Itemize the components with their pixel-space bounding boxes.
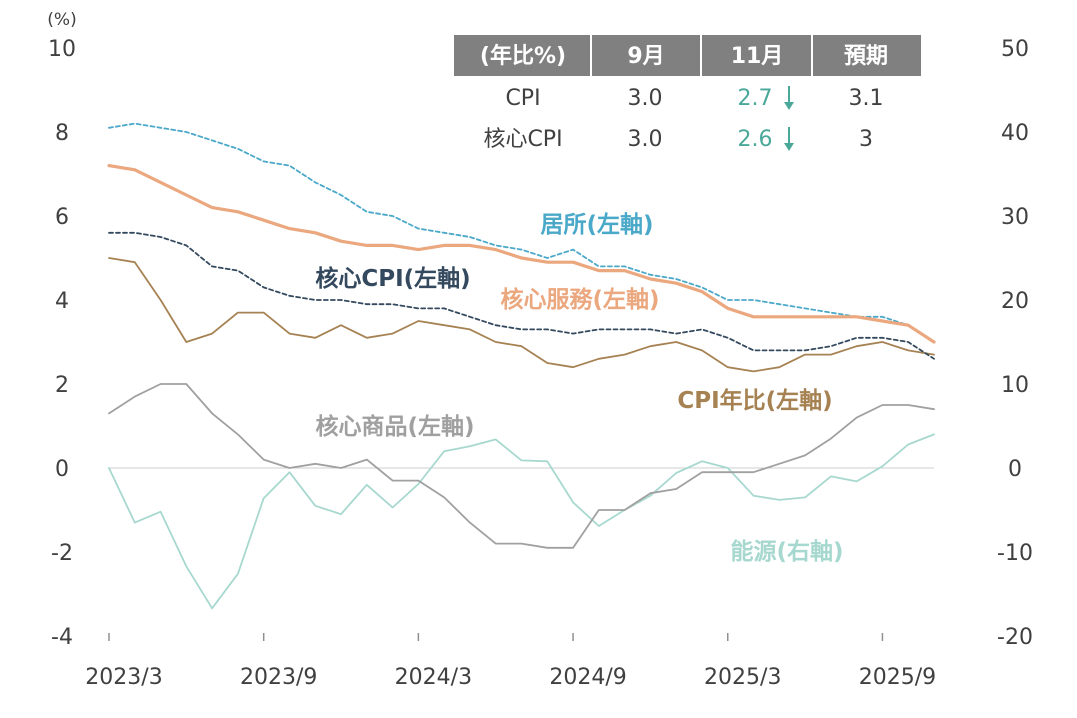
label-housing: 居所(左軸) xyxy=(540,212,653,238)
series-line-5 xyxy=(108,433,935,610)
down-arrow-icon xyxy=(784,86,794,110)
right-tick-label: -20 xyxy=(997,625,1033,650)
row-cpi-label: CPI xyxy=(505,86,540,111)
series-line-2 xyxy=(108,231,935,360)
series-line-0 xyxy=(108,122,935,343)
right-tick-label: 50 xyxy=(1001,37,1029,62)
table-header-bg xyxy=(454,35,921,76)
table-header-expected: 預期 xyxy=(844,44,888,69)
right-axis: 50 40 30 20 10 0 -10 -20 xyxy=(997,37,1033,650)
series-line-1 xyxy=(107,164,936,344)
label-energy: 能源(右軸) xyxy=(730,538,843,565)
x-tick-label: 2024/3 xyxy=(395,665,472,690)
left-tick-label: 10 xyxy=(48,37,76,62)
x-tick-label: 2023/9 xyxy=(240,665,317,690)
series-line-4 xyxy=(108,383,935,549)
label-core-goods: 核心商品(左軸) xyxy=(315,413,474,440)
left-tick-label: 2 xyxy=(55,373,69,398)
row-cpi-sep: 3.0 xyxy=(628,86,663,111)
label-core-cpi: 核心CPI(左軸) xyxy=(315,265,470,292)
series-line-3 xyxy=(108,257,935,373)
left-tick-label: 6 xyxy=(55,205,69,230)
left-tick-label: -4 xyxy=(51,625,73,650)
unit-label: (%) xyxy=(47,10,76,30)
right-tick-label: 30 xyxy=(1001,205,1029,230)
right-tick-label: 10 xyxy=(1001,373,1029,398)
left-tick-label: -2 xyxy=(51,541,73,566)
row-cpi-nov: 2.7 xyxy=(738,86,773,111)
right-tick-label: -10 xyxy=(997,541,1033,566)
data-table: (年比%) 9月 11月 預期 CPI 3.0 2.7 3.1 核心CPI 3.… xyxy=(454,35,921,152)
row-cpi-expected: 3.1 xyxy=(849,86,884,111)
left-axis: 10 8 6 4 2 0 -2 -4 xyxy=(48,37,76,650)
x-tick-label: 2025/9 xyxy=(859,665,936,690)
label-cpi-yoy: CPI年比(左軸) xyxy=(677,387,832,414)
down-arrow-icon xyxy=(784,127,794,151)
row-core-cpi-label: 核心CPI xyxy=(483,127,562,152)
series-layer xyxy=(107,122,936,610)
left-tick-label: 8 xyxy=(55,121,69,146)
x-tick-label: 2023/3 xyxy=(85,665,162,690)
left-tick-label: 0 xyxy=(55,457,69,482)
x-tick-label: 2025/3 xyxy=(704,665,781,690)
row-core-cpi-sep: 3.0 xyxy=(628,127,663,152)
table-header-sep: 9月 xyxy=(627,44,664,69)
x-axis: 2023/3 2023/9 2024/3 2024/9 2025/3 2025/9 xyxy=(85,633,936,690)
left-tick-label: 4 xyxy=(55,289,69,314)
right-tick-label: 20 xyxy=(1001,289,1029,314)
label-core-services: 核心服務(左軸) xyxy=(500,286,659,313)
table-header-unit: (年比%) xyxy=(480,43,566,69)
x-tick-label: 2024/9 xyxy=(549,665,626,690)
row-core-cpi-expected: 3 xyxy=(859,127,873,152)
row-core-cpi-nov: 2.6 xyxy=(738,127,773,152)
table-header-nov: 11月 xyxy=(731,44,784,69)
right-tick-label: 0 xyxy=(1008,457,1022,482)
right-tick-label: 40 xyxy=(1001,121,1029,146)
